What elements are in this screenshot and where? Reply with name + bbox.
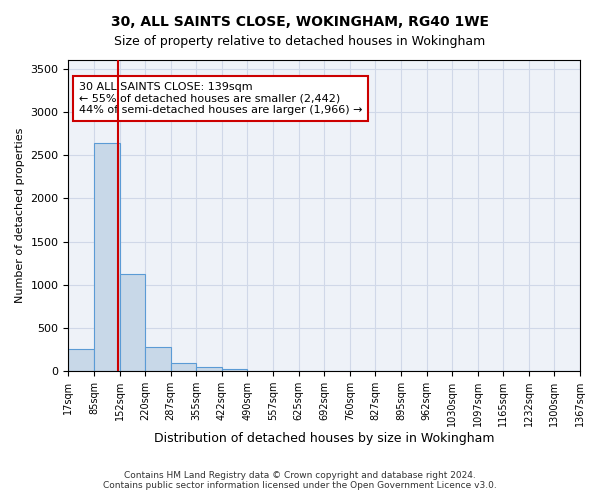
Bar — [171, 362, 196, 371]
X-axis label: Distribution of detached houses by size in Wokingham: Distribution of detached houses by size … — [154, 432, 494, 445]
Y-axis label: Number of detached properties: Number of detached properties — [15, 128, 25, 304]
Bar — [196, 367, 222, 371]
Bar — [68, 348, 94, 371]
Bar — [94, 143, 119, 371]
Text: 30 ALL SAINTS CLOSE: 139sqm
← 55% of detached houses are smaller (2,442)
44% of : 30 ALL SAINTS CLOSE: 139sqm ← 55% of det… — [79, 82, 362, 115]
Bar — [145, 347, 171, 371]
Text: 30, ALL SAINTS CLOSE, WOKINGHAM, RG40 1WE: 30, ALL SAINTS CLOSE, WOKINGHAM, RG40 1W… — [111, 15, 489, 29]
Text: Contains HM Land Registry data © Crown copyright and database right 2024.
Contai: Contains HM Land Registry data © Crown c… — [103, 470, 497, 490]
Bar — [222, 368, 247, 371]
Bar — [119, 274, 145, 371]
Text: Size of property relative to detached houses in Wokingham: Size of property relative to detached ho… — [115, 35, 485, 48]
